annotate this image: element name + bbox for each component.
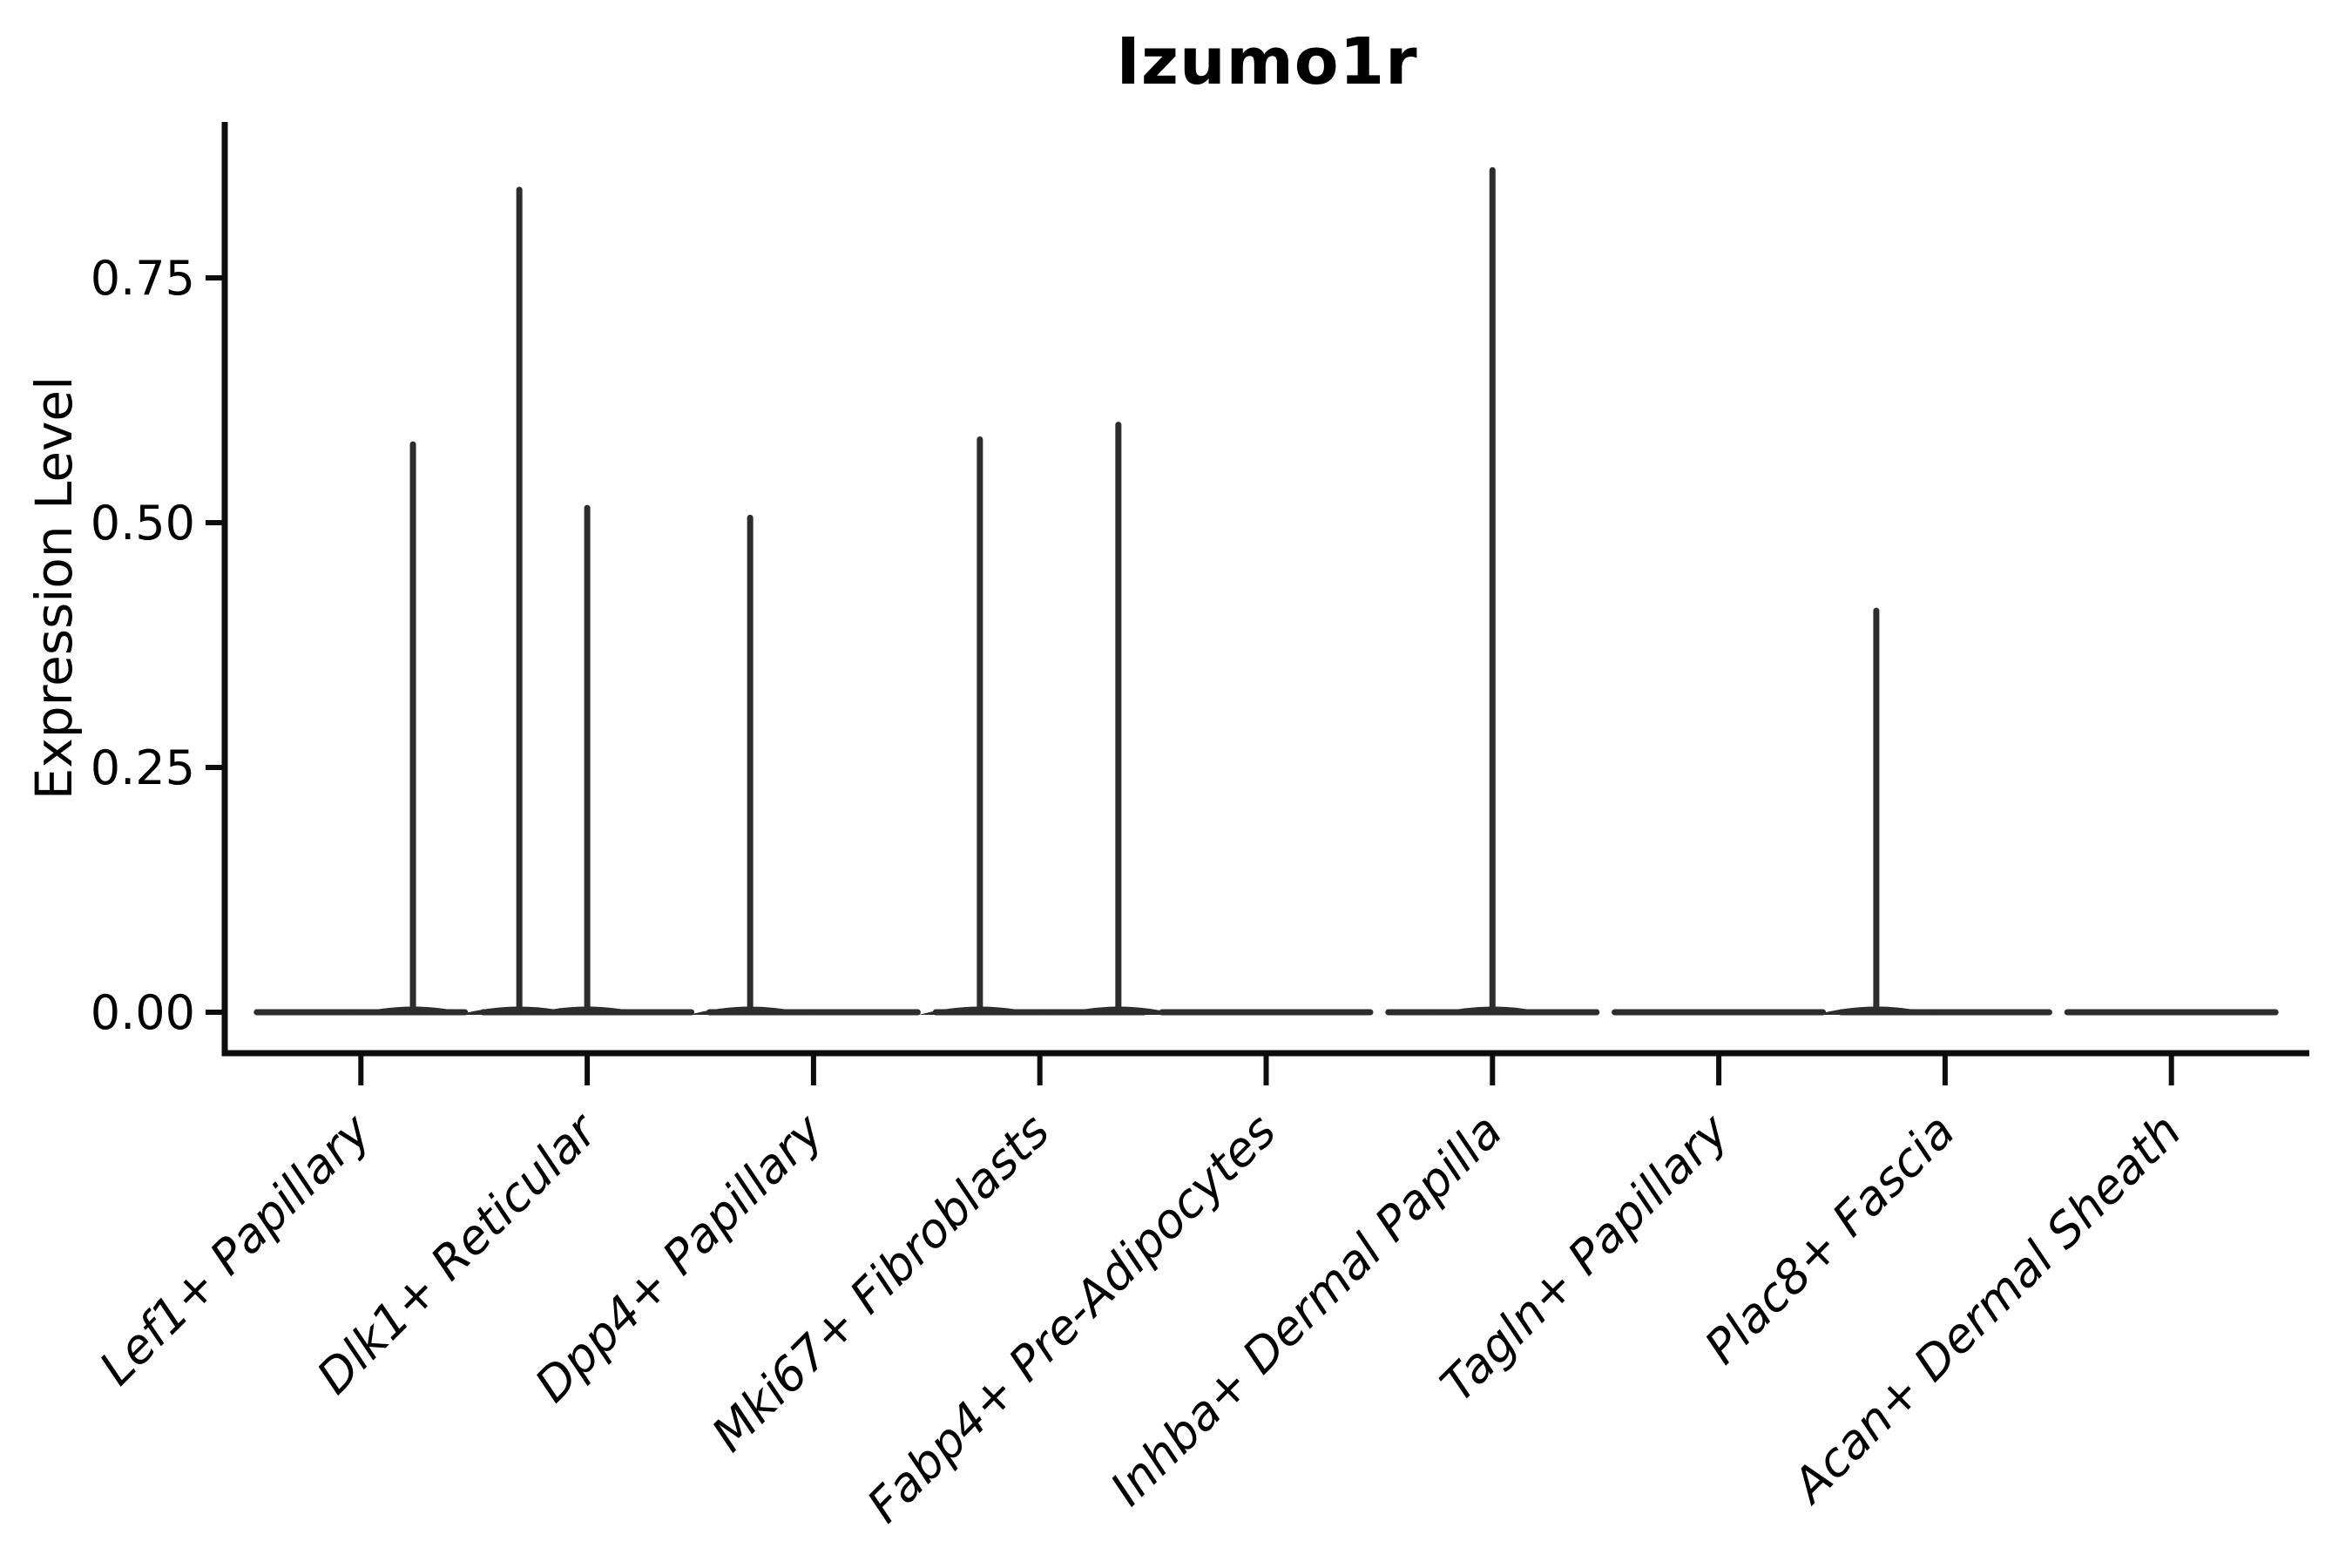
x-tick-label: Fabp4+ Pre-Adipocytes (856, 1104, 1286, 1533)
x-tick-label: Acan+ Dermal Sheath (1781, 1104, 2192, 1515)
chart-title: Izumo1r (1116, 24, 1418, 99)
violin (253, 441, 475, 1016)
violin (689, 514, 921, 1016)
x-tick-label: Inhba+ Dermal Papilla (1100, 1104, 1513, 1517)
violin (918, 422, 1179, 1016)
y-tick-label: 0.50 (91, 496, 195, 551)
violin (458, 186, 695, 1016)
violin (1385, 166, 1600, 1016)
violin (1815, 607, 2052, 1016)
y-tick-label: 0.00 (91, 985, 195, 1040)
y-tick-label: 0.75 (91, 251, 195, 306)
y-tick-label: 0.25 (91, 740, 195, 795)
